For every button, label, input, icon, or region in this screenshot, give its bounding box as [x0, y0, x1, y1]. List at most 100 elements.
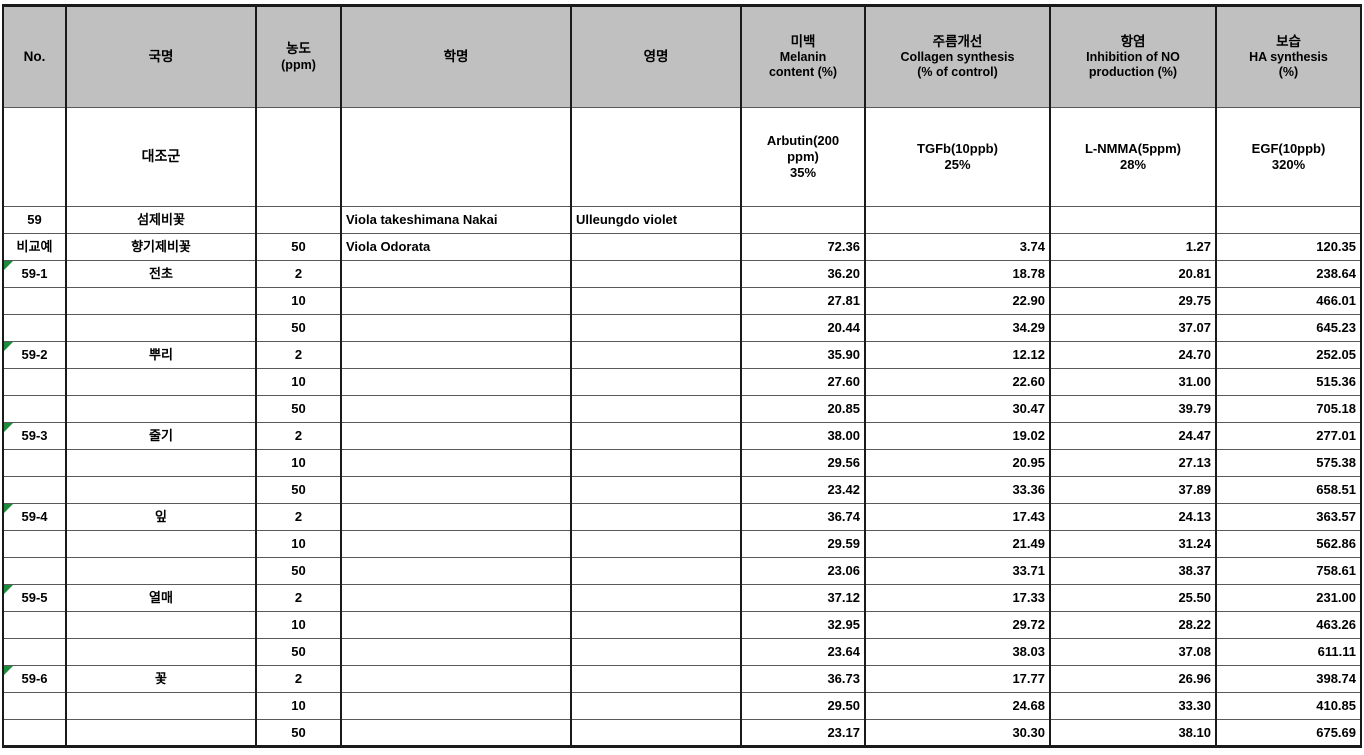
cell-melanin[interactable]: 23.64 [741, 639, 865, 666]
cell-korean-name[interactable]: 열매 [66, 585, 256, 612]
cell-english-name[interactable] [571, 720, 741, 747]
cell-concentration[interactable] [256, 207, 341, 234]
control-melanin[interactable]: Arbutin(200 ppm) 35% [741, 108, 865, 207]
cell-scientific-name[interactable] [341, 288, 571, 315]
col-header-ha[interactable]: 보습 HA synthesis (%) [1216, 6, 1361, 108]
cell-melanin[interactable]: 36.74 [741, 504, 865, 531]
cell-no[interactable] [3, 558, 66, 585]
control-ha[interactable]: EGF(10ppb) 320% [1216, 108, 1361, 207]
cell-no[interactable] [3, 639, 66, 666]
cell-melanin[interactable]: 72.36 [741, 234, 865, 261]
cell-scientific-name[interactable] [341, 477, 571, 504]
cell-korean-name[interactable] [66, 639, 256, 666]
cell-collagen[interactable]: 18.78 [865, 261, 1050, 288]
cell-no-inhibition[interactable]: 33.30 [1050, 693, 1216, 720]
cell-concentration[interactable]: 50 [256, 558, 341, 585]
cell-concentration[interactable]: 10 [256, 693, 341, 720]
col-header-collagen[interactable]: 주름개선 Collagen synthesis (% of control) [865, 6, 1050, 108]
cell-concentration[interactable]: 50 [256, 396, 341, 423]
cell-melanin[interactable]: 20.44 [741, 315, 865, 342]
cell-collagen[interactable]: 21.49 [865, 531, 1050, 558]
cell-collagen[interactable]: 3.74 [865, 234, 1050, 261]
cell-korean-name[interactable] [66, 477, 256, 504]
cell-no-inhibition[interactable]: 26.96 [1050, 666, 1216, 693]
cell-collagen[interactable]: 20.95 [865, 450, 1050, 477]
cell-no[interactable] [3, 720, 66, 747]
cell-collagen[interactable]: 22.90 [865, 288, 1050, 315]
cell-concentration[interactable]: 50 [256, 477, 341, 504]
cell-concentration[interactable]: 2 [256, 666, 341, 693]
cell-english-name[interactable] [571, 531, 741, 558]
cell-ha[interactable]: 675.69 [1216, 720, 1361, 747]
cell-collagen[interactable]: 17.43 [865, 504, 1050, 531]
cell-no-inhibition[interactable]: 39.79 [1050, 396, 1216, 423]
cell-ha[interactable]: 252.05 [1216, 342, 1361, 369]
cell-ha[interactable]: 363.57 [1216, 504, 1361, 531]
cell-collagen[interactable]: 33.71 [865, 558, 1050, 585]
cell-collagen[interactable]: 29.72 [865, 612, 1050, 639]
cell-no[interactable]: 59-1 [3, 261, 66, 288]
cell-no-inhibition[interactable]: 25.50 [1050, 585, 1216, 612]
cell-no-inhibition[interactable]: 24.47 [1050, 423, 1216, 450]
cell-ha[interactable]: 463.26 [1216, 612, 1361, 639]
cell-concentration[interactable]: 2 [256, 504, 341, 531]
cell-english-name[interactable] [571, 396, 741, 423]
cell-concentration[interactable]: 10 [256, 369, 341, 396]
cell-english-name[interactable] [571, 234, 741, 261]
cell-concentration[interactable]: 2 [256, 585, 341, 612]
cell-melanin[interactable]: 23.42 [741, 477, 865, 504]
cell-no[interactable]: 59-4 [3, 504, 66, 531]
cell-ha[interactable]: 398.74 [1216, 666, 1361, 693]
cell-english-name[interactable] [571, 261, 741, 288]
cell-ha[interactable] [1216, 207, 1361, 234]
cell-english-name[interactable] [571, 288, 741, 315]
cell-scientific-name[interactable] [341, 558, 571, 585]
cell-concentration[interactable]: 10 [256, 450, 341, 477]
col-header-no[interactable]: No. [3, 6, 66, 108]
cell-scientific-name[interactable] [341, 450, 571, 477]
cell-scientific-name[interactable] [341, 504, 571, 531]
cell-no-inhibition[interactable]: 29.75 [1050, 288, 1216, 315]
cell-ha[interactable]: 410.85 [1216, 693, 1361, 720]
cell-scientific-name[interactable] [341, 720, 571, 747]
cell-concentration[interactable]: 10 [256, 531, 341, 558]
col-header-scientific-name[interactable]: 학명 [341, 6, 571, 108]
cell-no[interactable]: 59 [3, 207, 66, 234]
cell-concentration[interactable]: 10 [256, 288, 341, 315]
cell-no[interactable] [3, 531, 66, 558]
cell-korean-name[interactable] [66, 288, 256, 315]
cell-scientific-name[interactable]: Viola takeshimana Nakai [341, 207, 571, 234]
cell-korean-name[interactable] [66, 558, 256, 585]
cell-collagen[interactable]: 24.68 [865, 693, 1050, 720]
cell-no-inhibition[interactable]: 31.00 [1050, 369, 1216, 396]
cell-korean-name[interactable]: 섬제비꽃 [66, 207, 256, 234]
cell-no[interactable]: 59-2 [3, 342, 66, 369]
cell-no-inhibition[interactable]: 37.07 [1050, 315, 1216, 342]
cell-korean-name[interactable]: 향기제비꽃 [66, 234, 256, 261]
cell-korean-name[interactable]: 줄기 [66, 423, 256, 450]
cell-english-name[interactable] [571, 342, 741, 369]
control-scientific-name[interactable] [341, 108, 571, 207]
cell-no[interactable] [3, 693, 66, 720]
control-concentration[interactable] [256, 108, 341, 207]
cell-no-inhibition[interactable]: 27.13 [1050, 450, 1216, 477]
cell-english-name[interactable] [571, 666, 741, 693]
cell-collagen[interactable]: 22.60 [865, 369, 1050, 396]
cell-ha[interactable]: 575.38 [1216, 450, 1361, 477]
cell-melanin[interactable]: 32.95 [741, 612, 865, 639]
cell-korean-name[interactable] [66, 450, 256, 477]
cell-no[interactable]: 59-5 [3, 585, 66, 612]
cell-english-name[interactable] [571, 558, 741, 585]
cell-scientific-name[interactable] [341, 423, 571, 450]
cell-ha[interactable]: 466.01 [1216, 288, 1361, 315]
cell-melanin[interactable]: 29.50 [741, 693, 865, 720]
cell-ha[interactable]: 758.61 [1216, 558, 1361, 585]
cell-no[interactable] [3, 369, 66, 396]
cell-ha[interactable]: 611.11 [1216, 639, 1361, 666]
col-header-english-name[interactable]: 영명 [571, 6, 741, 108]
cell-scientific-name[interactable] [341, 342, 571, 369]
cell-no[interactable] [3, 450, 66, 477]
cell-ha[interactable]: 645.23 [1216, 315, 1361, 342]
cell-scientific-name[interactable] [341, 585, 571, 612]
cell-no[interactable] [3, 288, 66, 315]
